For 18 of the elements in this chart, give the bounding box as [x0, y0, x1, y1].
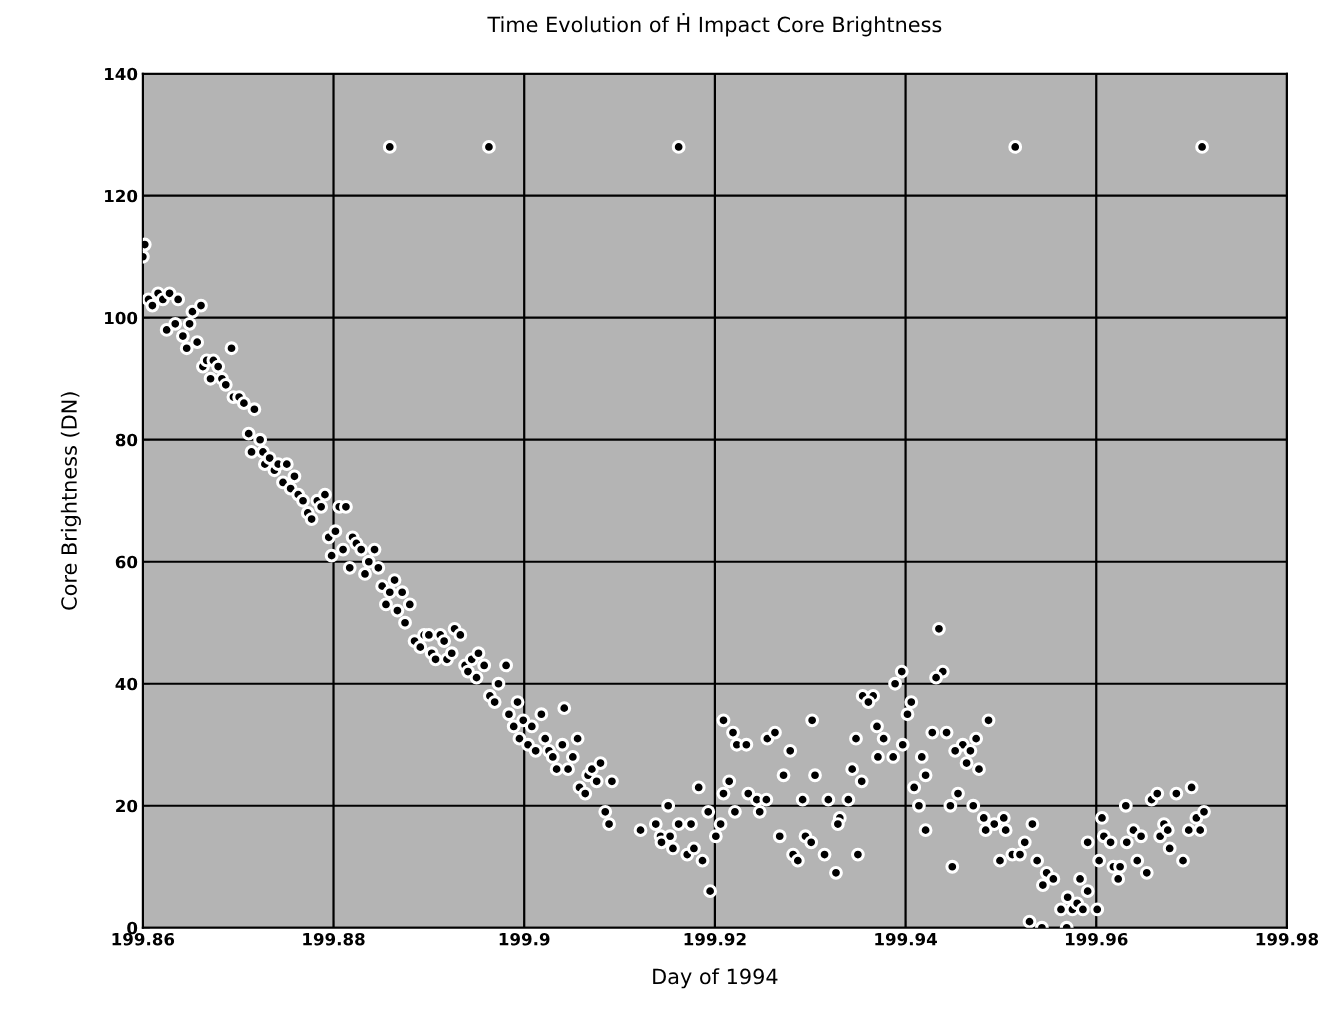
x-tick-label: 199.9: [499, 932, 550, 946]
x-tick-label: 199.86: [112, 932, 175, 946]
x-tick-label: 199.94: [875, 932, 937, 946]
x-tick-label: 199.88: [303, 932, 365, 946]
y-tick-label: 80: [115, 433, 138, 447]
y-tick-label: 40: [115, 677, 138, 691]
y-tick-label: 60: [115, 555, 138, 569]
y-axis-title: Core Brightness (DN): [60, 392, 81, 610]
x-tick-label: 199.98: [1256, 932, 1319, 946]
y-tick-label: 20: [116, 799, 138, 813]
x-tick-label: 199.96: [1065, 932, 1128, 946]
x-axis-title: Day of 1994: [653, 968, 778, 989]
y-tick-label: 100: [105, 311, 138, 325]
y-tick-label: 120: [105, 189, 138, 203]
y-tick-label: 0: [127, 921, 138, 935]
chart-title: Time Evolution of Ḣ Impact Core Brightness: [487, 13, 942, 37]
x-tick-label: 199.92: [684, 932, 746, 946]
y-tick-label: 140: [105, 67, 138, 81]
